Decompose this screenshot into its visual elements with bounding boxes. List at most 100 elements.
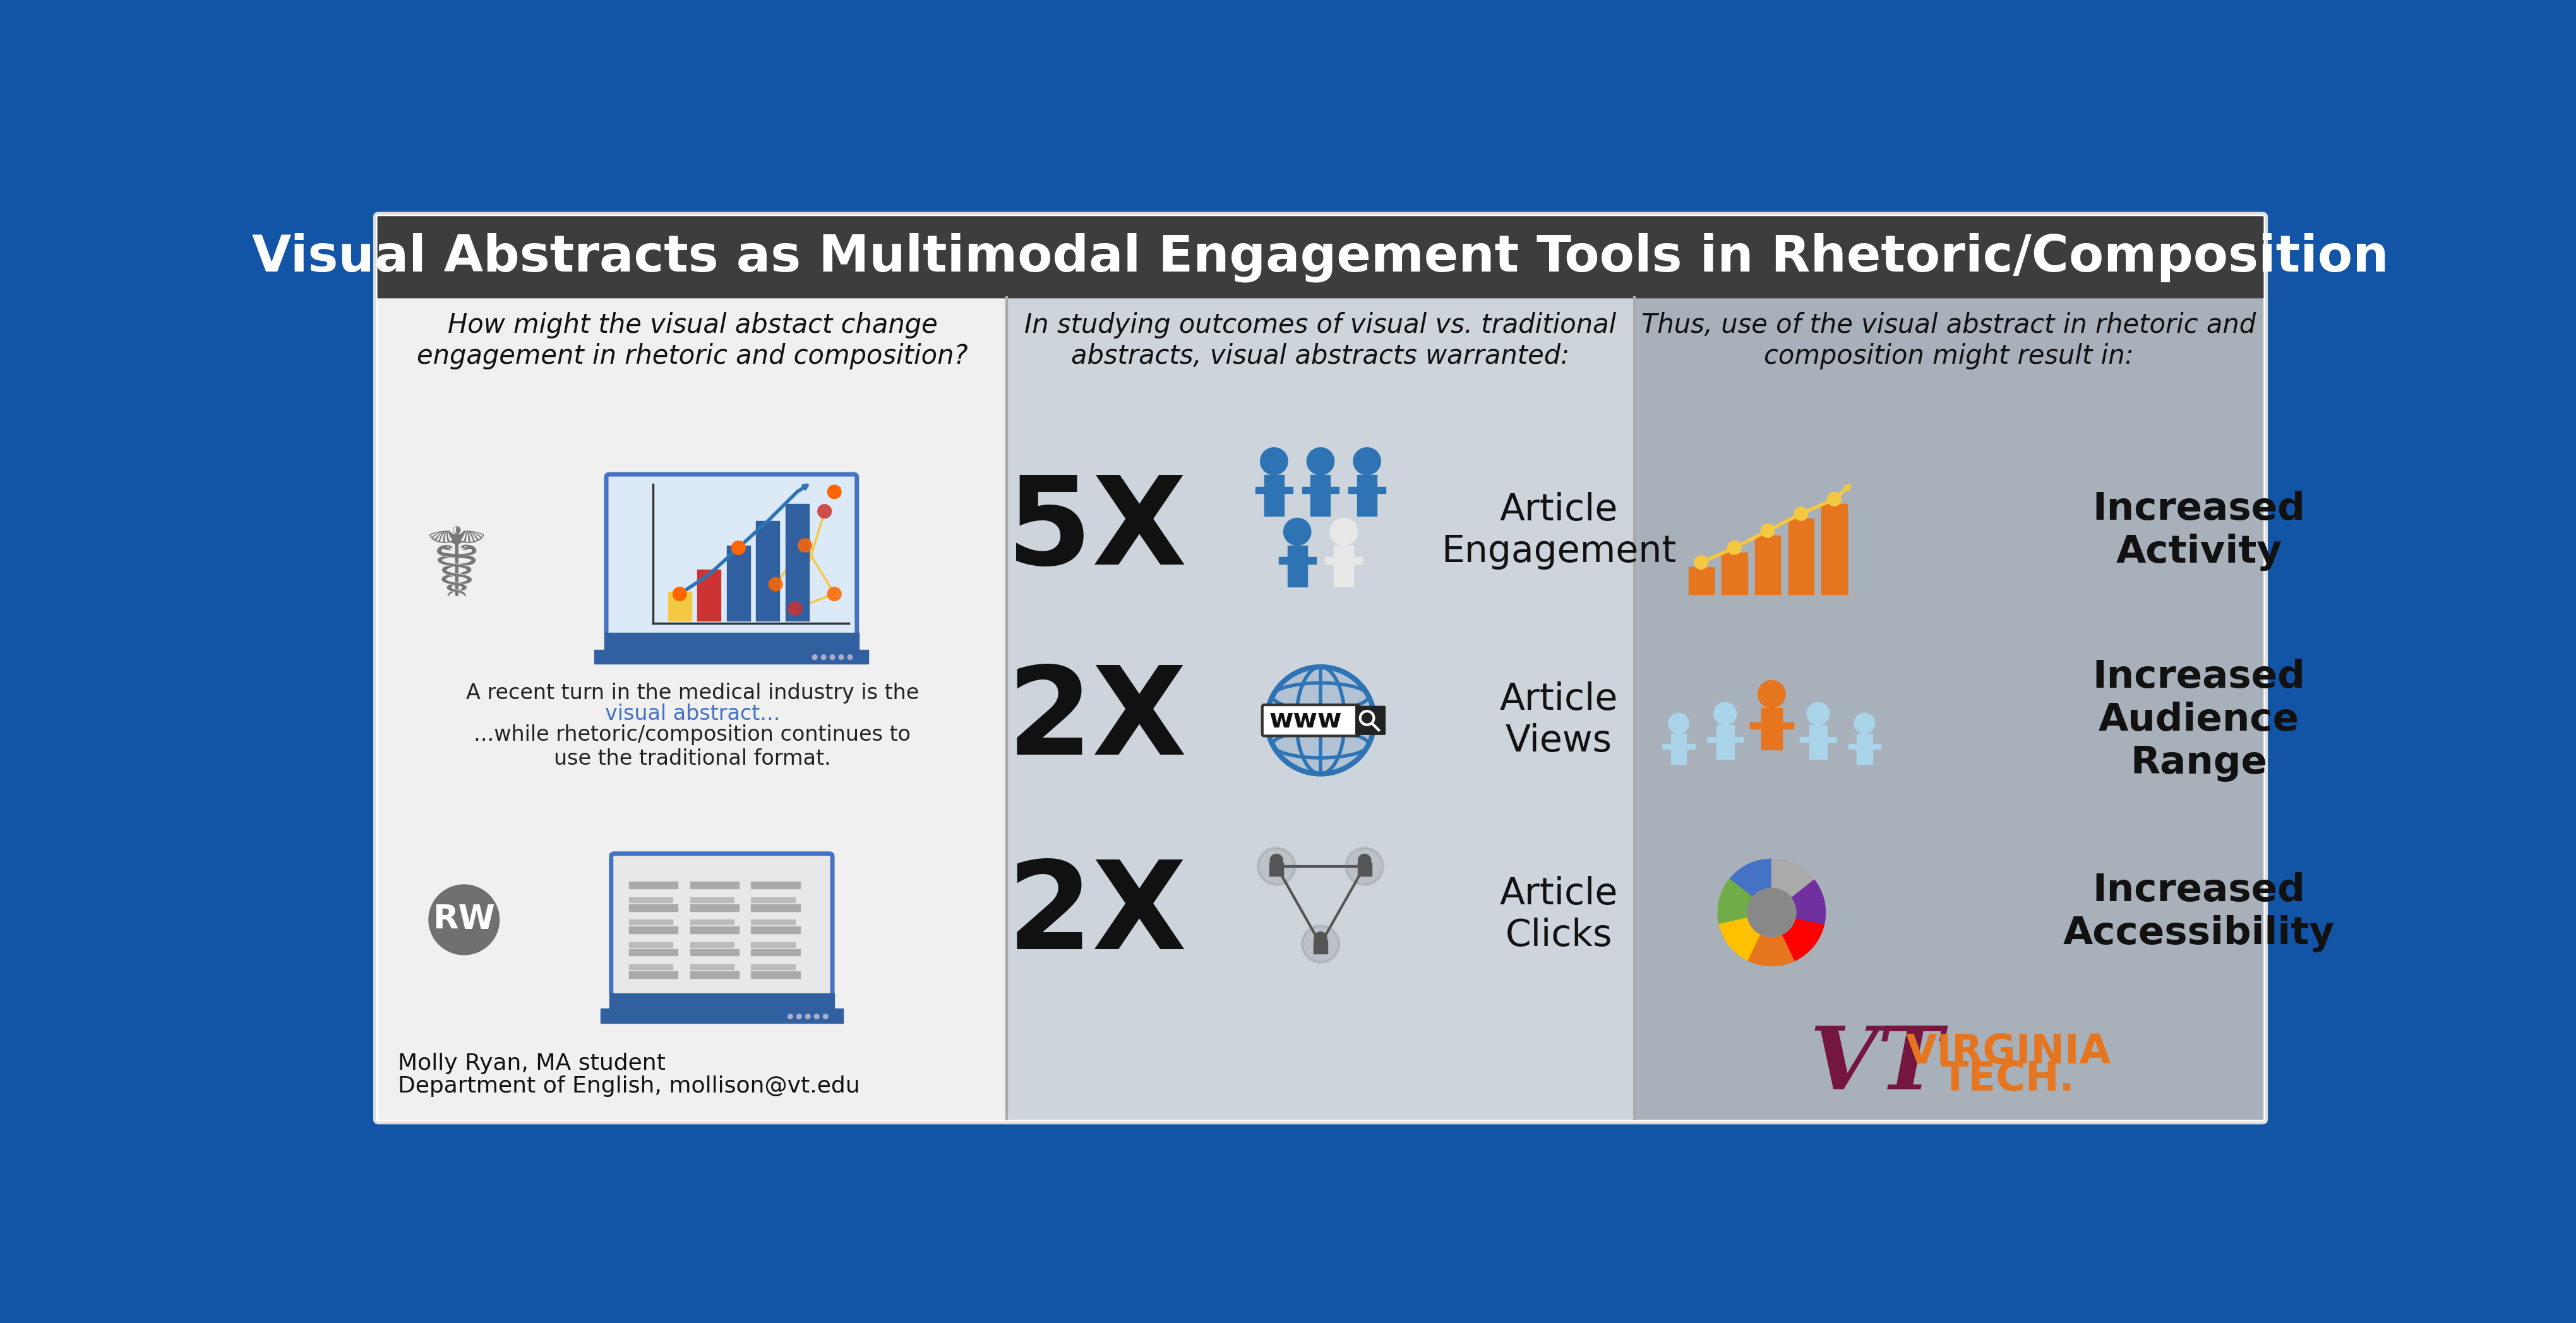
Wedge shape — [1783, 918, 1824, 960]
Circle shape — [827, 587, 840, 601]
Bar — [1283, 487, 1293, 493]
Bar — [1669, 733, 1687, 765]
Bar — [1314, 941, 1327, 954]
Circle shape — [788, 602, 801, 615]
Circle shape — [840, 655, 842, 660]
Circle shape — [822, 1015, 827, 1019]
Circle shape — [806, 1015, 811, 1019]
Wedge shape — [1790, 878, 1824, 925]
Circle shape — [1695, 556, 1708, 569]
Bar — [1007, 298, 1633, 1119]
Bar — [629, 942, 672, 947]
Bar — [379, 298, 1007, 1119]
Circle shape — [1793, 507, 1808, 520]
Circle shape — [1329, 519, 1358, 545]
Circle shape — [1301, 926, 1340, 963]
Circle shape — [1759, 524, 1775, 537]
Bar — [690, 964, 734, 970]
Bar — [605, 632, 858, 650]
Circle shape — [799, 538, 811, 552]
Bar — [1306, 557, 1316, 564]
Bar — [690, 904, 739, 912]
Text: RW: RW — [433, 904, 495, 937]
Circle shape — [1314, 931, 1327, 945]
FancyBboxPatch shape — [1262, 705, 1360, 736]
Text: Increased
Audience
Range: Increased Audience Range — [2092, 659, 2306, 782]
Bar — [752, 949, 801, 955]
Bar — [1759, 708, 1783, 750]
Circle shape — [1855, 713, 1875, 733]
Bar — [1734, 737, 1744, 742]
Bar — [690, 919, 734, 925]
Circle shape — [1270, 855, 1283, 867]
Wedge shape — [1718, 918, 1759, 960]
Bar — [726, 545, 750, 620]
Circle shape — [1345, 848, 1383, 885]
Bar — [1358, 863, 1370, 876]
Bar — [1801, 737, 1808, 742]
Bar — [1847, 744, 1857, 749]
Bar — [595, 650, 868, 664]
Bar — [629, 964, 672, 970]
Bar — [690, 949, 739, 955]
Bar — [690, 882, 739, 889]
Bar — [1721, 553, 1747, 594]
Bar — [1301, 487, 1311, 493]
Circle shape — [1806, 703, 1829, 725]
Wedge shape — [1772, 859, 1814, 897]
Bar — [1311, 475, 1329, 516]
Circle shape — [817, 504, 832, 519]
Bar — [752, 971, 801, 978]
Text: VIRGINIA: VIRGINIA — [1906, 1032, 2110, 1072]
Circle shape — [1358, 855, 1370, 867]
Circle shape — [827, 486, 840, 499]
Circle shape — [1352, 447, 1381, 475]
Bar — [1662, 744, 1669, 749]
FancyBboxPatch shape — [611, 853, 832, 996]
Bar — [755, 521, 781, 620]
Text: visual abstract...: visual abstract... — [605, 704, 781, 724]
Wedge shape — [1749, 934, 1795, 966]
Circle shape — [1306, 447, 1334, 475]
Text: Increased
Accessibility: Increased Accessibility — [2063, 872, 2334, 953]
Text: In studying outcomes of visual vs. traditional
abstracts, visual abstracts warra: In studying outcomes of visual vs. tradi… — [1025, 312, 1615, 369]
Bar — [1873, 744, 1880, 749]
Bar — [1705, 737, 1716, 742]
Circle shape — [428, 885, 500, 955]
Circle shape — [814, 1015, 819, 1019]
Bar — [1329, 487, 1340, 493]
Bar — [629, 897, 672, 902]
Text: Molly Ryan, MA student: Molly Ryan, MA student — [397, 1053, 665, 1074]
Bar — [1334, 545, 1352, 586]
Bar — [1826, 737, 1837, 742]
Bar — [667, 591, 690, 620]
Circle shape — [1260, 447, 1288, 475]
Wedge shape — [1728, 859, 1772, 897]
Text: www: www — [1270, 706, 1342, 733]
Bar — [1265, 475, 1283, 516]
Text: Department of English, mollison@vt.edu: Department of English, mollison@vt.edu — [397, 1076, 860, 1097]
Circle shape — [811, 655, 817, 660]
Bar — [1749, 722, 1759, 729]
Bar — [1783, 722, 1793, 729]
Bar — [629, 882, 677, 889]
Circle shape — [732, 541, 744, 554]
Bar — [752, 942, 796, 947]
Bar — [1857, 733, 1873, 765]
FancyBboxPatch shape — [605, 475, 858, 636]
Text: VT: VT — [1808, 1023, 1942, 1107]
Bar — [1255, 487, 1265, 493]
Circle shape — [1726, 541, 1741, 554]
Text: 5X: 5X — [1007, 471, 1188, 590]
Circle shape — [829, 655, 835, 660]
Bar — [1376, 487, 1386, 493]
Bar — [608, 994, 835, 1009]
Circle shape — [796, 1015, 801, 1019]
Bar — [1788, 519, 1814, 594]
Bar — [1687, 568, 1713, 594]
Bar — [752, 919, 796, 925]
Text: Article
Views: Article Views — [1499, 681, 1618, 759]
Bar — [786, 504, 809, 620]
Bar — [752, 897, 796, 902]
FancyBboxPatch shape — [374, 213, 2267, 1123]
